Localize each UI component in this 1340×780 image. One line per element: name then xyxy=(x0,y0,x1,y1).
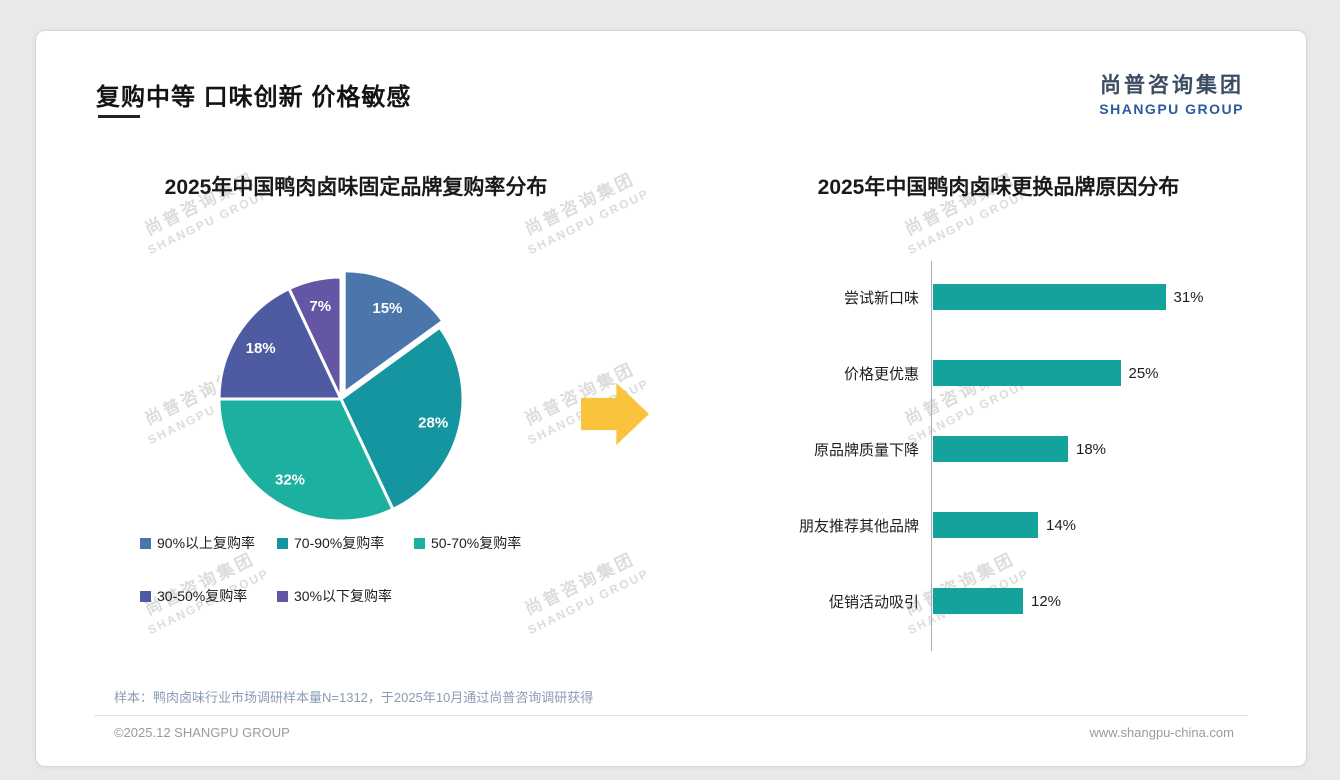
bar-track: 31% xyxy=(933,284,1271,310)
pie-slice-2 xyxy=(217,397,395,523)
logo-english-name: SHANGPU GROUP xyxy=(1099,101,1244,117)
sample-note: 样本：鸭肉卤味行业市场调研样本量N=1312，于2025年10月通过尚普咨询调研… xyxy=(114,690,594,705)
bar-row: 价格更优惠 25% xyxy=(741,335,1271,411)
bar-chart: 尝试新口味 31% 价格更优惠 25% 原品牌质量下降 18% 朋友推荐其他品牌 14% 促销活… xyxy=(741,255,1271,655)
bar-row: 促销活动吸引 12% xyxy=(741,563,1271,639)
pie-legend: 90%以上复购率 70-90%复购率 50-70%复购率 30-50%复购率 30%以下… xyxy=(140,533,585,606)
pie-slice-4 xyxy=(287,275,343,401)
legend-label: 90%以上复购率 xyxy=(157,535,256,551)
legend-swatch xyxy=(277,537,288,549)
footer-copyright: ©2025.12 SHANGPU GROUP xyxy=(114,725,290,740)
legend-item: 30%以下复购率 xyxy=(277,586,414,606)
pie-data-label: 28% xyxy=(418,415,448,432)
bar-value-label: 12% xyxy=(1031,592,1062,610)
pie-slice-3 xyxy=(217,287,343,401)
bar-category-label: 原品牌质量下降 xyxy=(813,441,919,459)
legend-swatch xyxy=(140,537,151,549)
bar-chart-axis xyxy=(931,261,932,651)
bar-value-label: 31% xyxy=(1173,288,1204,306)
legend-label: 50-70%复购率 xyxy=(431,535,522,551)
pie-data-label: 32% xyxy=(275,471,305,488)
bar-category-label: 朋友推荐其他品牌 xyxy=(798,517,919,535)
bar-fill xyxy=(933,588,1023,614)
bar-fill xyxy=(933,512,1038,538)
slide-card: 尚普咨询集团 SHANGPU GROUP 尚普咨询集团 SHANGPU GROUP 尚普… xyxy=(35,30,1307,767)
legend-item: 90%以上复购率 xyxy=(140,533,277,553)
bar-row: 朋友推荐其他品牌 14% xyxy=(741,487,1271,563)
bar-category-label: 促销活动吸引 xyxy=(828,593,919,611)
bar-fill xyxy=(933,436,1068,462)
bar-track: 12% xyxy=(933,588,1271,614)
bar-track: 25% xyxy=(933,360,1271,386)
bar-chart-title: 2025年中国鸭肉卤味更换品牌原因分布 xyxy=(817,176,1180,199)
legend-label: 30-50%复购率 xyxy=(157,588,248,604)
bar-rows: 尝试新口味 31% 价格更优惠 25% 原品牌质量下降 18% 朋友推荐其他品牌 14% 促销活… xyxy=(741,259,1271,639)
pie-chart: 15% 28% 32% 18% 7% xyxy=(217,269,465,523)
legend-swatch xyxy=(140,590,151,602)
legend-item: 30-50%复购率 xyxy=(140,586,277,606)
legend-label: 30%以下复购率 xyxy=(294,588,393,604)
company-logo: 尚普咨询集团 SHANGPU GROUP xyxy=(1099,69,1244,117)
pie-data-label: 18% xyxy=(246,340,276,357)
legend-swatch xyxy=(277,590,288,602)
bar-row: 原品牌质量下降 18% xyxy=(741,411,1271,487)
bar-value-label: 14% xyxy=(1046,516,1077,534)
footer-website: www.shangpu-china.com xyxy=(1089,725,1234,740)
bar-category-label: 价格更优惠 xyxy=(843,365,919,383)
right-arrow-icon xyxy=(581,383,649,445)
bar-row: 尝试新口味 31% xyxy=(741,259,1271,335)
bar-category-label: 尝试新口味 xyxy=(843,289,919,307)
bar-track: 14% xyxy=(933,512,1271,538)
page-title: 复购中等 口味创新 价格敏感 xyxy=(96,84,412,111)
legend-item: 50-70%复购率 xyxy=(414,533,551,553)
pie-slice-0 xyxy=(342,269,445,395)
bar-value-label: 18% xyxy=(1076,440,1107,458)
title-accent-bar xyxy=(98,115,140,118)
pie-data-label: 7% xyxy=(309,298,331,315)
bar-fill xyxy=(933,284,1166,310)
legend-item: 70-90%复购率 xyxy=(277,533,414,553)
legend-label: 70-90%复购率 xyxy=(294,535,385,551)
bar-value-label: 25% xyxy=(1128,364,1159,382)
bar-track: 18% xyxy=(933,436,1271,462)
bar-fill xyxy=(933,360,1121,386)
pie-data-label: 15% xyxy=(372,300,402,317)
logo-chinese-name: 尚普咨询集团 xyxy=(1100,74,1244,97)
pie-chart-title: 2025年中国鸭肉卤味固定品牌复购率分布 xyxy=(164,176,548,199)
pie-slice-1 xyxy=(339,325,465,511)
legend-swatch xyxy=(414,537,425,549)
footer-divider xyxy=(94,715,1248,716)
